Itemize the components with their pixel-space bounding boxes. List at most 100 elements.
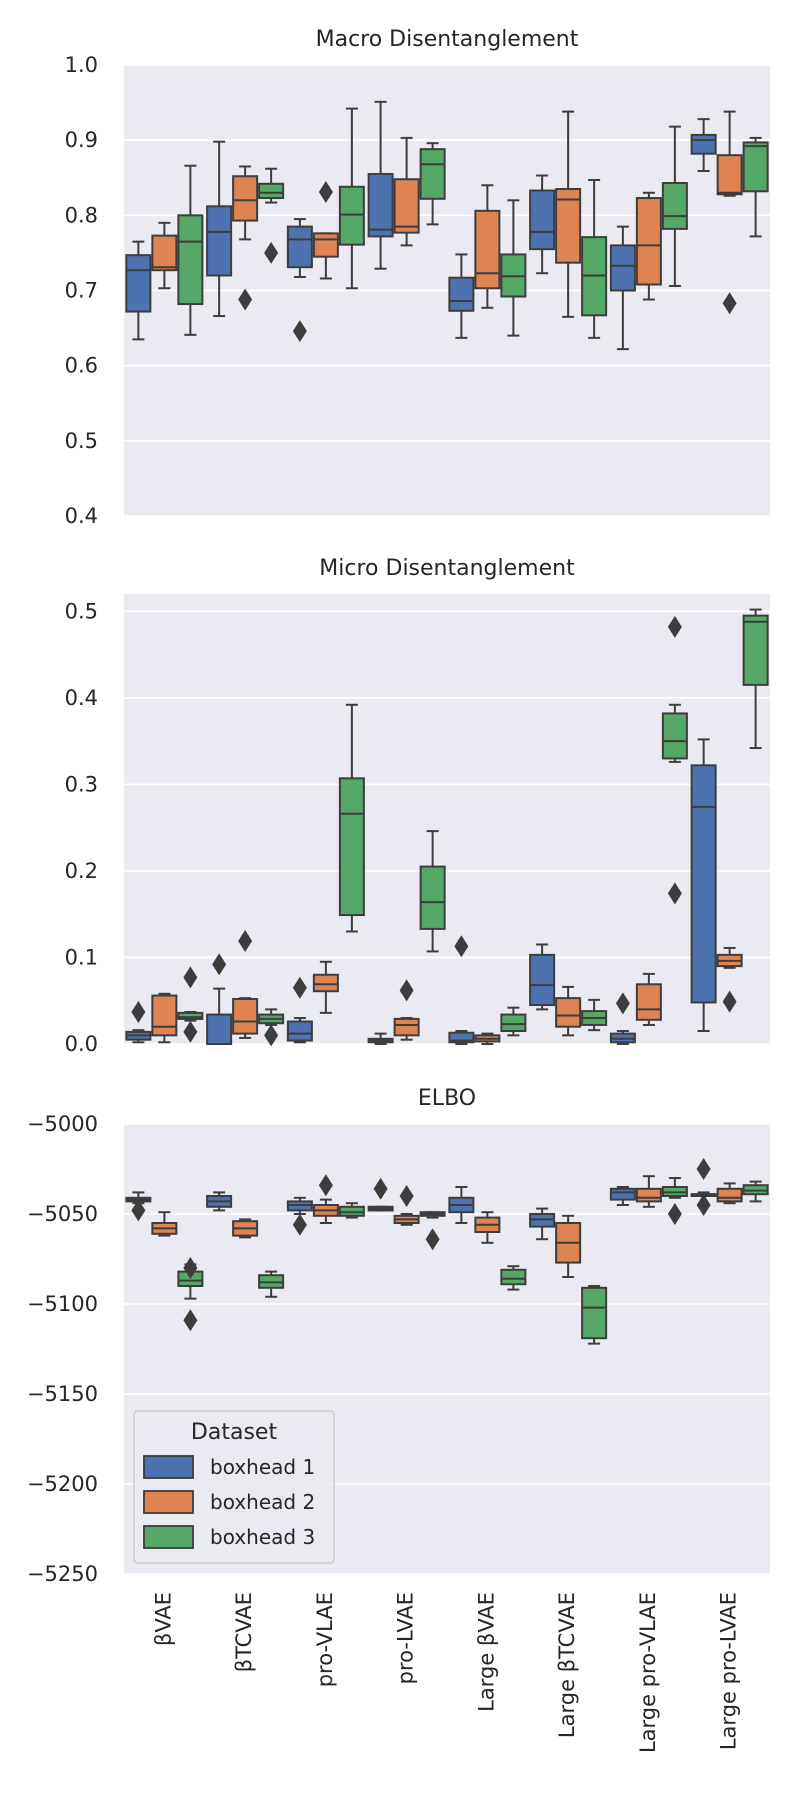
legend-label: boxhead 3	[210, 1525, 315, 1549]
box-3-1-3-outlier-1	[183, 1257, 198, 1279]
y-tick-label: 0.5	[65, 599, 98, 623]
box-3-7-2-iqr	[635, 1187, 662, 1203]
box-1-6-2-iqr	[555, 188, 582, 264]
y-tick-label: −5050	[27, 1202, 98, 1226]
box-1-1-1-iqr	[125, 254, 152, 313]
box-1-7-2-iqr	[635, 197, 662, 286]
box-2-2-1-iqr	[206, 1013, 233, 1045]
y-tick-label: −5250	[27, 1562, 98, 1586]
panel-title: ELBO	[418, 1086, 476, 1111]
box-1-7-3-iqr	[661, 182, 688, 230]
panel-title: Macro Disentanglement	[316, 27, 579, 52]
y-tick-label: 0.1	[65, 945, 98, 969]
box-2-7-1-outlier-1	[615, 992, 630, 1015]
box-2-3-3-iqr	[338, 777, 365, 917]
box-1-4-1-iqr	[367, 172, 394, 238]
box-1-8-2-iqr	[716, 154, 743, 196]
box-1-4-3-iqr	[419, 148, 446, 200]
box-3-3-1-outlier-1	[292, 1213, 307, 1236]
box-3-6-3-iqr	[581, 1286, 608, 1340]
legend-box	[133, 1410, 335, 1564]
legend-label: boxhead 1	[210, 1455, 315, 1479]
box-2-7-3-outlier-1	[667, 615, 682, 638]
box-1-8-1-iqr	[690, 133, 717, 155]
box-1-2-2-outlier-1	[238, 288, 253, 311]
box-3-3-2-outlier-1	[318, 1174, 333, 1197]
legend-swatch-2	[143, 1490, 194, 1514]
y-tick-label: 0.0	[65, 1032, 98, 1056]
x-category-label: Large βVAE	[474, 1592, 498, 1712]
box-2-5-3-iqr	[500, 1013, 527, 1033]
box-2-3-2-iqr	[312, 973, 339, 993]
y-tick-label: 0.4	[65, 686, 98, 710]
box-2-6-2-iqr	[555, 997, 582, 1028]
box-1-5-2-iqr	[474, 209, 501, 290]
x-category-label: βVAE	[151, 1592, 175, 1646]
box-1-2-3-iqr	[258, 182, 285, 200]
box-3-8-2-iqr	[716, 1187, 743, 1203]
box-1-6-1-iqr	[529, 189, 556, 251]
box-2-8-1-iqr	[690, 764, 717, 1004]
box-1-3-1-outlier-1	[292, 320, 307, 343]
y-tick-label: 0.4	[65, 504, 98, 528]
y-tick-label: 0.6	[65, 354, 98, 378]
box-2-4-3-iqr	[419, 865, 446, 930]
legend-swatch-1	[143, 1455, 194, 1479]
y-tick-label: 0.3	[65, 772, 98, 796]
box-2-8-2-outlier-1	[722, 990, 737, 1013]
box-1-2-1-iqr	[206, 205, 233, 277]
box-1-3-2-iqr	[312, 232, 339, 258]
box-2-5-1-iqr	[448, 1031, 475, 1044]
box-3-4-1-outlier-1	[373, 1177, 388, 1200]
y-tick-label: 1.0	[65, 53, 98, 77]
box-1-8-3-iqr	[742, 141, 769, 193]
box-2-7-2-iqr	[635, 983, 662, 1021]
box-1-1-3-iqr	[177, 214, 204, 306]
x-category-label: pro-VLAE	[313, 1592, 337, 1687]
y-tick-label: 0.7	[65, 279, 98, 303]
x-category-label: Large pro-LVAE	[717, 1592, 741, 1750]
x-category-label: Large pro-VLAE	[636, 1592, 660, 1753]
box-1-3-1-iqr	[286, 225, 313, 269]
legend-label: boxhead 2	[210, 1490, 315, 1514]
box-1-7-1-iqr	[609, 244, 636, 292]
box-2-2-2-iqr	[232, 998, 259, 1035]
y-tick-label: 0.2	[65, 859, 98, 883]
y-tick-label: −5100	[27, 1292, 98, 1316]
y-tick-label: 0.9	[65, 128, 98, 152]
box-3-7-1-iqr	[609, 1187, 636, 1201]
y-tick-label: −5200	[27, 1472, 98, 1496]
plot-area-2	[124, 594, 770, 1044]
box-2-2-1-outlier-1	[212, 953, 227, 976]
box-1-2-2-iqr	[232, 175, 259, 222]
box-1-8-2-outlier-1	[722, 292, 737, 315]
box-1-3-2-outlier-1	[318, 181, 333, 204]
x-category-label: pro-LVAE	[394, 1592, 418, 1684]
box-3-7-3-outlier-1	[667, 1203, 682, 1225]
box-3-8-1-outlier-2	[696, 1194, 711, 1216]
legend-title: Dataset	[191, 1420, 278, 1445]
box-1-3-3-iqr	[338, 185, 365, 246]
box-2-1-1-outlier-1	[131, 1000, 146, 1023]
box-2-2-3-outlier-1	[264, 1024, 279, 1047]
box-3-1-3-outlier-2	[183, 1309, 198, 1332]
box-3-5-3-iqr	[500, 1268, 527, 1286]
y-tick-label: 0.5	[65, 429, 98, 453]
box-2-1-3-iqr	[177, 1011, 204, 1020]
panel-title: Micro Disentanglement	[319, 556, 575, 581]
box-2-7-3-outlier-2	[667, 882, 682, 905]
box-1-1-2-iqr	[151, 234, 178, 272]
box-2-8-3-iqr	[742, 614, 769, 686]
box-1-2-3-outlier-1	[264, 241, 279, 264]
box-2-1-3-outlier-1	[183, 966, 198, 989]
box-2-6-1-iqr	[529, 953, 556, 1007]
box-2-4-2-outlier-1	[399, 979, 414, 1002]
x-category-label: Large βTCVAE	[555, 1592, 579, 1738]
y-tick-label: −5150	[27, 1382, 98, 1406]
box-2-7-3-iqr	[661, 712, 688, 760]
box-2-4-2-iqr	[393, 1017, 420, 1037]
x-category-label: βTCVAE	[232, 1592, 256, 1672]
box-1-4-2-iqr	[393, 178, 420, 234]
legend-swatch-3	[143, 1525, 194, 1549]
